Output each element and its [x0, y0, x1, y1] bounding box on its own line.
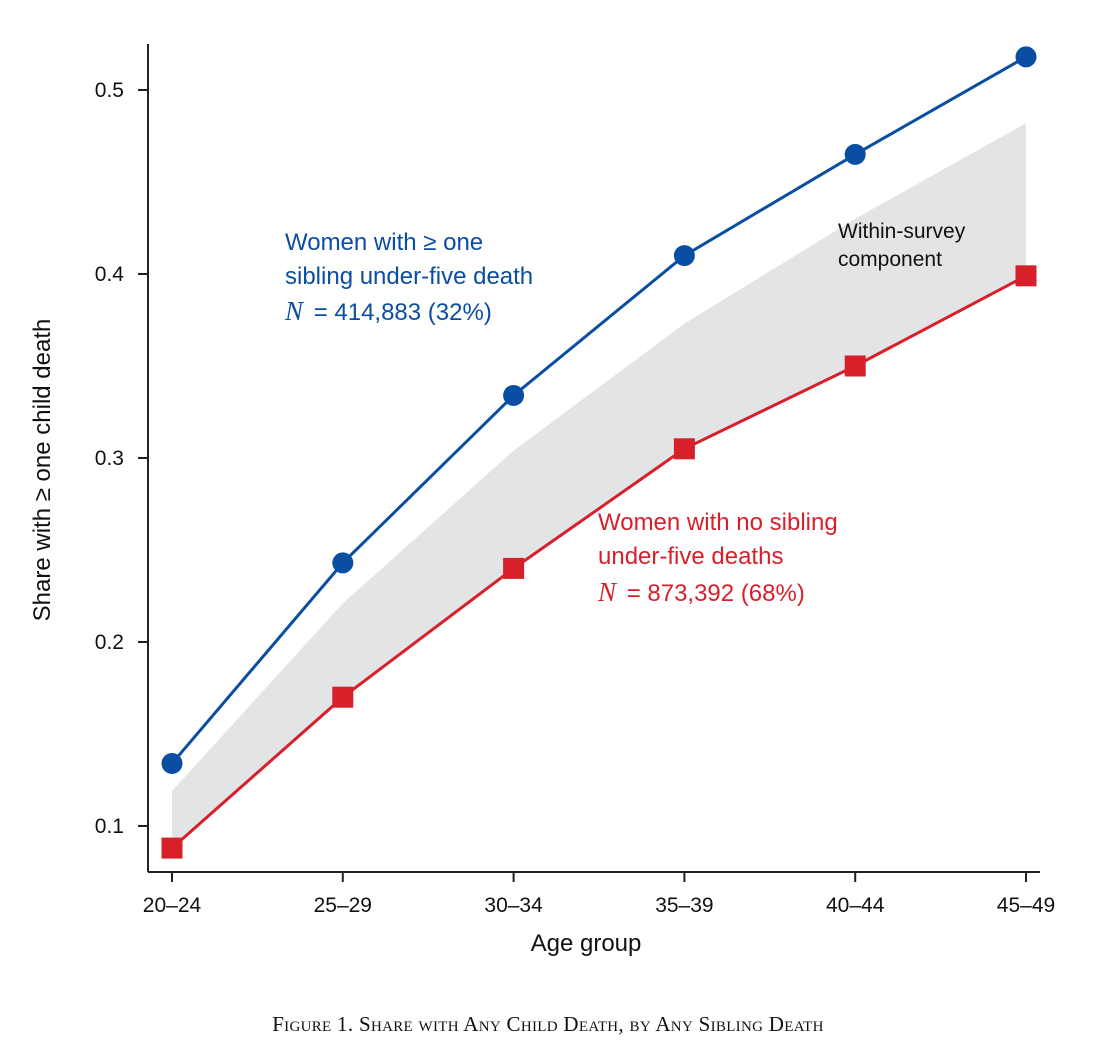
n-value: = 414,883 (32%) [314, 299, 492, 326]
series-line-sibling-death [170, 55, 1027, 765]
annotation-no-sibling-n: N = 873,392 (68%) [597, 577, 805, 607]
y-axis-ticks: 0.1 0.2 0.3 0.4 0.5 [95, 79, 148, 838]
annotation-within-survey: Within-survey component [838, 220, 966, 271]
data-point-no-sibling-death [332, 686, 354, 708]
data-point-sibling-death [161, 752, 183, 774]
data-point-no-sibling-death [161, 837, 183, 859]
within-survey-band [172, 123, 1026, 849]
data-point-no-sibling-death [503, 557, 525, 579]
annotation-sibling-death: Women with ≥ one sibling under-five deat… [284, 229, 533, 326]
x-tick-label: 25–29 [314, 894, 372, 917]
data-point-sibling-death [844, 143, 866, 165]
y-tick-label: 0.3 [95, 447, 124, 470]
x-tick-label: 30–34 [484, 894, 543, 917]
chart: 0.1 0.2 0.3 0.4 0.5 20–24 25–29 30–34 35–39 40–4… [29, 44, 1055, 957]
x-tick-label: 20–24 [143, 894, 202, 917]
x-tick-label: 40–44 [826, 894, 885, 917]
figure-caption: Figure 1. Share with Any Child Death, by… [272, 1012, 824, 1036]
data-point-no-sibling-death [673, 438, 695, 460]
data-point-sibling-death [503, 384, 525, 406]
annotation-no-sibling-line1: Women with no sibling [598, 509, 838, 536]
annotation-band-line1: Within-survey [838, 220, 966, 243]
annotation-band-line2: component [838, 248, 942, 271]
series-line-no-sibling-death [171, 274, 1027, 850]
data-point-no-sibling-death [1015, 265, 1037, 287]
n-value: = 873,392 (68%) [627, 580, 805, 607]
y-tick-label: 0.2 [95, 631, 124, 654]
y-axis-title: Share with ≥ one child death [29, 319, 56, 622]
annotation-sibling-line1: Women with ≥ one [285, 229, 483, 256]
x-axis-ticks: 20–24 25–29 30–34 35–39 40–44 45–49 [143, 872, 1055, 917]
annotation-sibling-n: N = 414,883 (32%) [284, 296, 492, 326]
data-point-sibling-death [673, 245, 695, 267]
annotation-no-sibling-line2: under-five deaths [598, 543, 783, 570]
y-tick-label: 0.1 [95, 815, 124, 838]
n-symbol: N [597, 577, 618, 607]
series-markers-no-sibling-death [161, 265, 1037, 859]
x-axis-title: Age group [531, 930, 642, 957]
annotation-no-sibling-death: Women with no sibling under-five deaths … [597, 509, 838, 607]
x-tick-label: 45–49 [997, 894, 1055, 917]
n-symbol: N [284, 296, 305, 326]
x-tick-label: 35–39 [655, 894, 713, 917]
annotation-sibling-line2: sibling under-five death [285, 263, 533, 290]
y-tick-label: 0.4 [95, 263, 125, 286]
series-markers-sibling-death [161, 46, 1037, 774]
data-point-sibling-death [332, 552, 354, 574]
y-tick-label: 0.5 [95, 79, 124, 102]
data-point-sibling-death [1015, 46, 1037, 68]
data-point-no-sibling-death [844, 355, 866, 377]
